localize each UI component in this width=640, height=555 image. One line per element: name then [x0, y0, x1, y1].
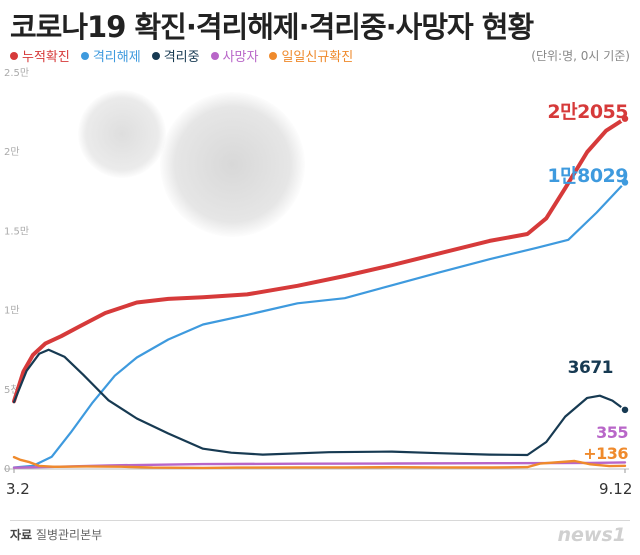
series-line-daily: [12, 455, 627, 470]
end-point-released: [620, 177, 630, 188]
series-line-confirmed: [12, 116, 627, 404]
legend-item-daily: 일일신규확진: [269, 46, 353, 65]
legend-item-released: 격리해제: [80, 46, 141, 65]
legend-dot-released: [80, 51, 89, 60]
legend-label-deaths: 사망자: [222, 50, 259, 65]
source-credit: 자료 질병관리본부: [10, 526, 102, 543]
virus-illustration-2: [160, 92, 305, 237]
legend-dot-daily: [269, 51, 278, 60]
end-label-daily: +136: [583, 444, 628, 463]
legend-dot-confirmed: [10, 51, 18, 60]
end-label-confirmed: 2만2055: [547, 101, 628, 123]
chart-title: 코로나19 확진·격리해제·격리중·사망자 현황: [10, 10, 534, 44]
brand-logo: news1: [557, 524, 627, 546]
legend-label-released: 격리해제: [92, 50, 141, 65]
source-text: 질병관리본부: [35, 528, 103, 542]
virus-illustration-1: [78, 90, 166, 178]
legend-dot-deaths: [210, 51, 219, 60]
series-line-isolated: [12, 348, 627, 457]
legend-item-deaths: 사망자: [210, 46, 259, 65]
end-label-released: 1만8029: [547, 165, 628, 187]
y-tick-label: 2만: [4, 146, 20, 158]
end-point-confirmed: [620, 113, 630, 124]
end-label-isolated: 3671: [568, 358, 613, 378]
source-label: 자료: [10, 528, 33, 542]
x-tick-label: 9.12: [599, 480, 632, 498]
end-label-deaths: 355: [596, 423, 628, 442]
y-tick-label: 1만: [4, 305, 20, 317]
legend-label-daily: 일일신규확진: [281, 50, 354, 65]
y-tick-label: 1.5만: [4, 225, 29, 237]
legend-label-isolated: 격리중: [163, 50, 200, 65]
legend-item-confirmed: 누적확진: [10, 46, 70, 65]
x-tick-label: 3.2: [6, 480, 30, 498]
legend-item-isolated: 격리중: [151, 46, 200, 65]
end-point-isolated: [620, 405, 630, 415]
legend: 누적확진 격리해제 격리중 사망자 일일신규확진 (단위:명, 0시 기준): [10, 46, 630, 65]
y-tick-label: 0: [4, 464, 10, 475]
series-line-released: [12, 181, 627, 469]
unit-note: (단위:명, 0시 기준): [531, 49, 630, 63]
legend-label-confirmed: 누적확진: [22, 50, 70, 65]
footer-divider: [10, 520, 630, 521]
y-tick-label: 2.5만: [4, 67, 29, 79]
legend-dot-isolated: [151, 51, 160, 60]
